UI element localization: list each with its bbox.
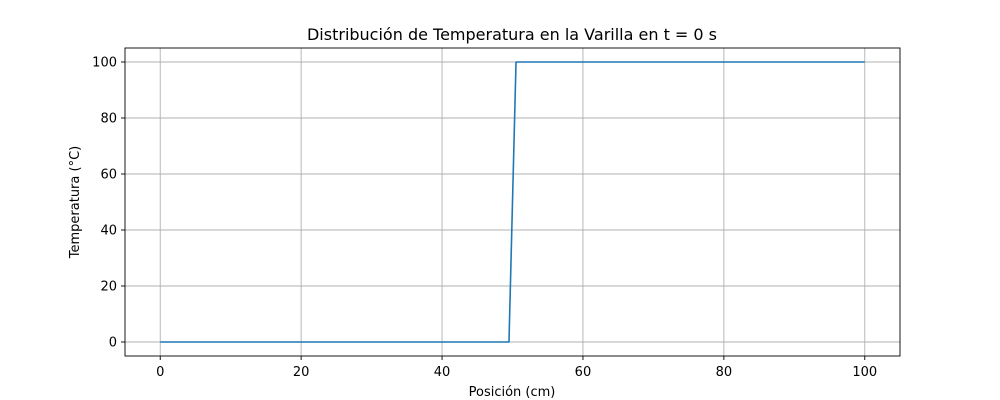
x-tick-label: 100 (852, 365, 877, 380)
series-layer (160, 61, 865, 343)
chart-title: Distribución de Temperatura en la Varill… (307, 25, 717, 44)
plot-frame (124, 47, 901, 357)
y-tick-label: 40 (100, 224, 117, 239)
y-tick-label: 100 (92, 56, 117, 71)
x-tick-label: 0 (156, 365, 164, 380)
x-tick-label: 20 (293, 365, 310, 380)
y-tick-label: 20 (100, 280, 117, 295)
y-axis: 0 20 40 60 80 100 (92, 56, 125, 351)
y-tick-label: 80 (100, 112, 117, 127)
y-tick-label: 0 (109, 336, 117, 351)
y-axis-label: Temperatura (°C) (68, 146, 83, 259)
x-axis: 0 20 40 60 80 100 (156, 356, 877, 380)
y-tick-label: 60 (100, 168, 117, 183)
x-tick-label: 60 (575, 365, 592, 380)
series-line (160, 61, 865, 343)
x-axis-label: Posición (cm) (469, 385, 556, 400)
x-tick-label: 80 (716, 365, 733, 380)
x-tick-label: 40 (434, 365, 451, 380)
